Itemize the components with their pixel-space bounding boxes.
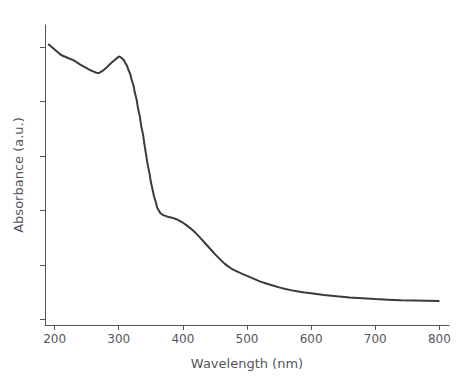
svg-text:Wavelength (nm): Wavelength (nm) <box>191 356 303 371</box>
svg-text:500: 500 <box>236 332 259 346</box>
svg-text:800: 800 <box>428 332 451 346</box>
svg-text:400: 400 <box>171 332 194 346</box>
svg-text:300: 300 <box>107 332 130 346</box>
svg-text:Absorbance (a.u.): Absorbance (a.u.) <box>11 117 26 233</box>
svg-text:600: 600 <box>300 332 323 346</box>
svg-text:700: 700 <box>364 332 387 346</box>
svg-text:200: 200 <box>43 332 66 346</box>
